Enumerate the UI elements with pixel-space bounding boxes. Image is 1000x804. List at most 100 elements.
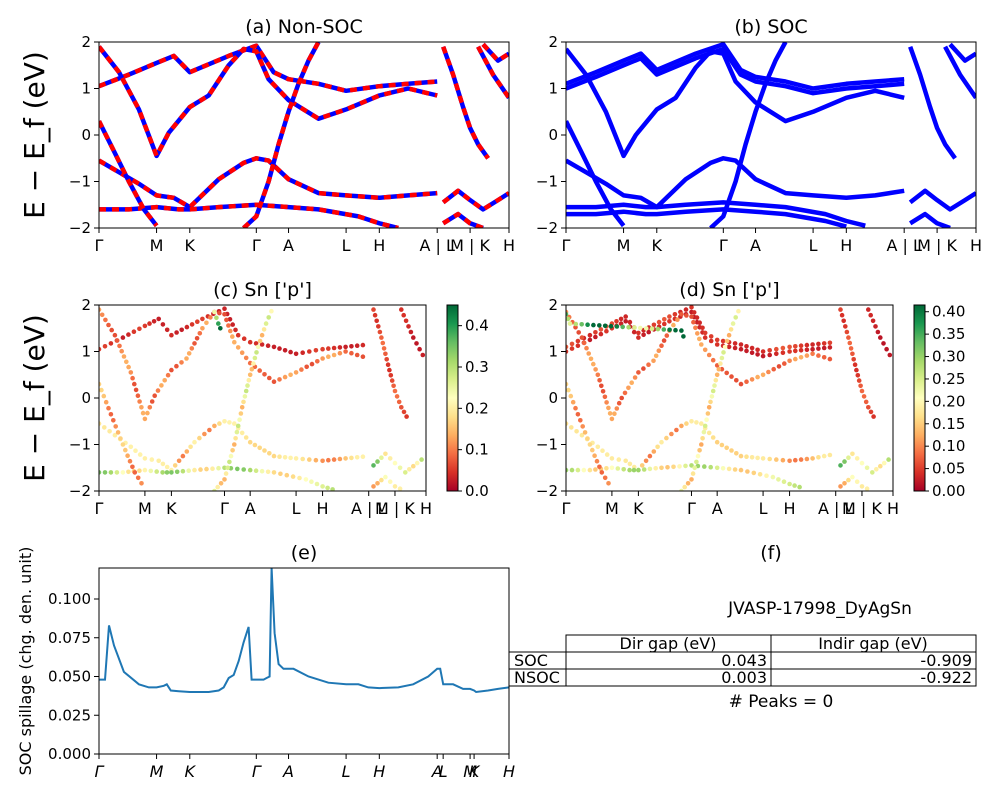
projection-point: [751, 470, 757, 476]
projection-point: [793, 356, 798, 362]
projection-point: [787, 481, 792, 487]
projection-point: [569, 425, 574, 430]
projection-point: [626, 325, 631, 330]
projection-point: [627, 461, 633, 467]
projection-point: [288, 455, 293, 461]
projection-point: [850, 351, 855, 357]
band-line-dashed: [99, 120, 159, 228]
projection-point: [120, 335, 126, 340]
projection-point: [102, 470, 108, 475]
projection-point: [107, 429, 112, 434]
projection-point: [821, 355, 827, 360]
projection-point: [615, 466, 621, 471]
projection-point: [360, 342, 366, 348]
projection-point: [232, 442, 237, 447]
projection-point: [403, 470, 408, 475]
colorbar-tick-label: 0.4: [465, 317, 489, 335]
projection-point: [420, 352, 426, 358]
projection-point: [689, 419, 694, 424]
band-line: [908, 45, 957, 160]
x-tick-label: Γ: [220, 499, 229, 518]
projection-point: [749, 345, 755, 351]
projection-point: [115, 430, 121, 435]
projection-point: [683, 463, 688, 469]
projection-point: [726, 344, 732, 350]
projection-point: [827, 356, 833, 362]
projection-point: [870, 318, 876, 324]
projection-point: [734, 378, 739, 383]
projection-point: [222, 477, 227, 482]
projection-point: [154, 469, 159, 474]
projection-point: [411, 463, 416, 469]
projection-point: [174, 330, 179, 335]
projection-point: [851, 357, 856, 362]
projection-point: [282, 455, 288, 460]
projection-point: [389, 378, 395, 383]
projection-point: [627, 467, 632, 473]
panel-title: (c) Sn ['p']: [213, 279, 312, 301]
projection-point: [130, 464, 135, 470]
projection-point: [387, 367, 392, 373]
projection-point: [591, 361, 596, 367]
projection-point: [140, 410, 146, 416]
projection-point: [693, 325, 698, 331]
projection-point: [641, 467, 647, 472]
colorbar-tick-label: 0.1: [465, 441, 489, 459]
x-tick-label: A | L: [419, 236, 455, 255]
projection-point: [215, 484, 220, 490]
projection-point: [401, 409, 407, 415]
projection-point: [881, 341, 886, 346]
x-tick-label: Γ: [562, 499, 571, 518]
projection-point: [732, 341, 738, 346]
projection-point: [147, 405, 153, 410]
projection-point: [99, 381, 102, 387]
colorbar-tick-label: 0.40: [932, 303, 965, 321]
projection-point: [641, 332, 646, 338]
y-tick-label: 0: [548, 126, 558, 144]
projection-point: [724, 370, 729, 376]
projection-point: [729, 448, 734, 453]
projection-point: [159, 383, 164, 388]
projection-point: [337, 350, 343, 356]
projection-point: [251, 361, 256, 366]
projection-point: [665, 465, 670, 470]
projection-point: [208, 315, 213, 320]
projection-point: [404, 414, 409, 419]
band-line-dashed: [99, 43, 438, 94]
projection-point: [174, 363, 179, 369]
projection-point: [839, 312, 845, 318]
projection-point: [320, 484, 325, 489]
projection-point: [766, 369, 771, 375]
projection-point: [235, 345, 241, 350]
projection-point: [142, 416, 148, 422]
projection-point: [376, 324, 381, 329]
projection-point: [793, 348, 798, 354]
projection-point: [675, 317, 680, 323]
band-line-dashed: [476, 45, 509, 100]
table-value: -0.922: [920, 668, 972, 687]
projection-point: [764, 473, 769, 479]
projection-point: [214, 315, 219, 321]
projection-point: [354, 352, 360, 358]
projection-point: [225, 465, 230, 471]
projection-point: [142, 467, 148, 473]
projection-point: [702, 330, 708, 336]
projection-point: [120, 470, 126, 475]
projection-point: [787, 344, 792, 350]
projection-point: [760, 349, 766, 354]
projection-point: [781, 479, 787, 485]
projection-point: [653, 466, 658, 471]
y-axis-label: SOC spillage (chg. den. unit): [16, 547, 35, 776]
projection-point: [852, 362, 858, 368]
band-line: [566, 42, 905, 91]
projection-point: [184, 449, 190, 454]
projection-point: [349, 350, 354, 356]
band-line: [943, 45, 976, 100]
projection-point: [846, 477, 851, 483]
projection-point: [579, 432, 585, 438]
y-tick-label: 2: [81, 33, 91, 51]
projection-point: [846, 335, 851, 340]
projection-point: [114, 338, 120, 343]
projection-point: [133, 448, 138, 454]
